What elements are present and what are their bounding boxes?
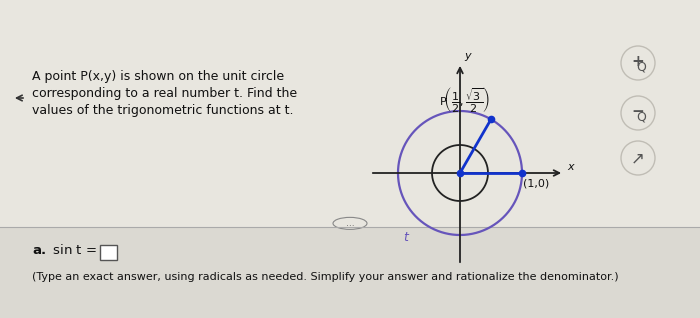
Text: y: y xyxy=(464,51,470,61)
Text: $\mathrm{P}\!\left(\dfrac{1}{2},\dfrac{\sqrt{3}}{2}\right)$: $\mathrm{P}\!\left(\dfrac{1}{2},\dfrac{\… xyxy=(439,85,490,114)
Circle shape xyxy=(621,96,655,130)
FancyBboxPatch shape xyxy=(99,245,116,260)
Text: Q: Q xyxy=(636,60,646,73)
Text: x: x xyxy=(567,162,573,172)
Text: (Type an exact answer, using radicals as needed. Simplify your answer and ration: (Type an exact answer, using radicals as… xyxy=(32,273,619,282)
Bar xyxy=(0,227,700,318)
Circle shape xyxy=(621,46,655,80)
Text: +: + xyxy=(631,54,645,70)
Text: corresponding to a real number t. Find the: corresponding to a real number t. Find t… xyxy=(32,87,297,100)
Text: ...: ... xyxy=(346,219,354,228)
Text: $\mathbf{a.}$ sin t =: $\mathbf{a.}$ sin t = xyxy=(32,243,97,257)
Text: (1,0): (1,0) xyxy=(523,178,550,188)
Text: t: t xyxy=(403,231,408,244)
Text: −: − xyxy=(631,105,645,120)
Text: A point P(x,y) is shown on the unit circle: A point P(x,y) is shown on the unit circ… xyxy=(32,70,284,83)
Text: ↗: ↗ xyxy=(631,149,645,167)
Text: values of the trigonometric functions at t.: values of the trigonometric functions at… xyxy=(32,104,293,117)
Text: Q: Q xyxy=(636,110,646,123)
Circle shape xyxy=(621,141,655,175)
Ellipse shape xyxy=(333,218,367,229)
